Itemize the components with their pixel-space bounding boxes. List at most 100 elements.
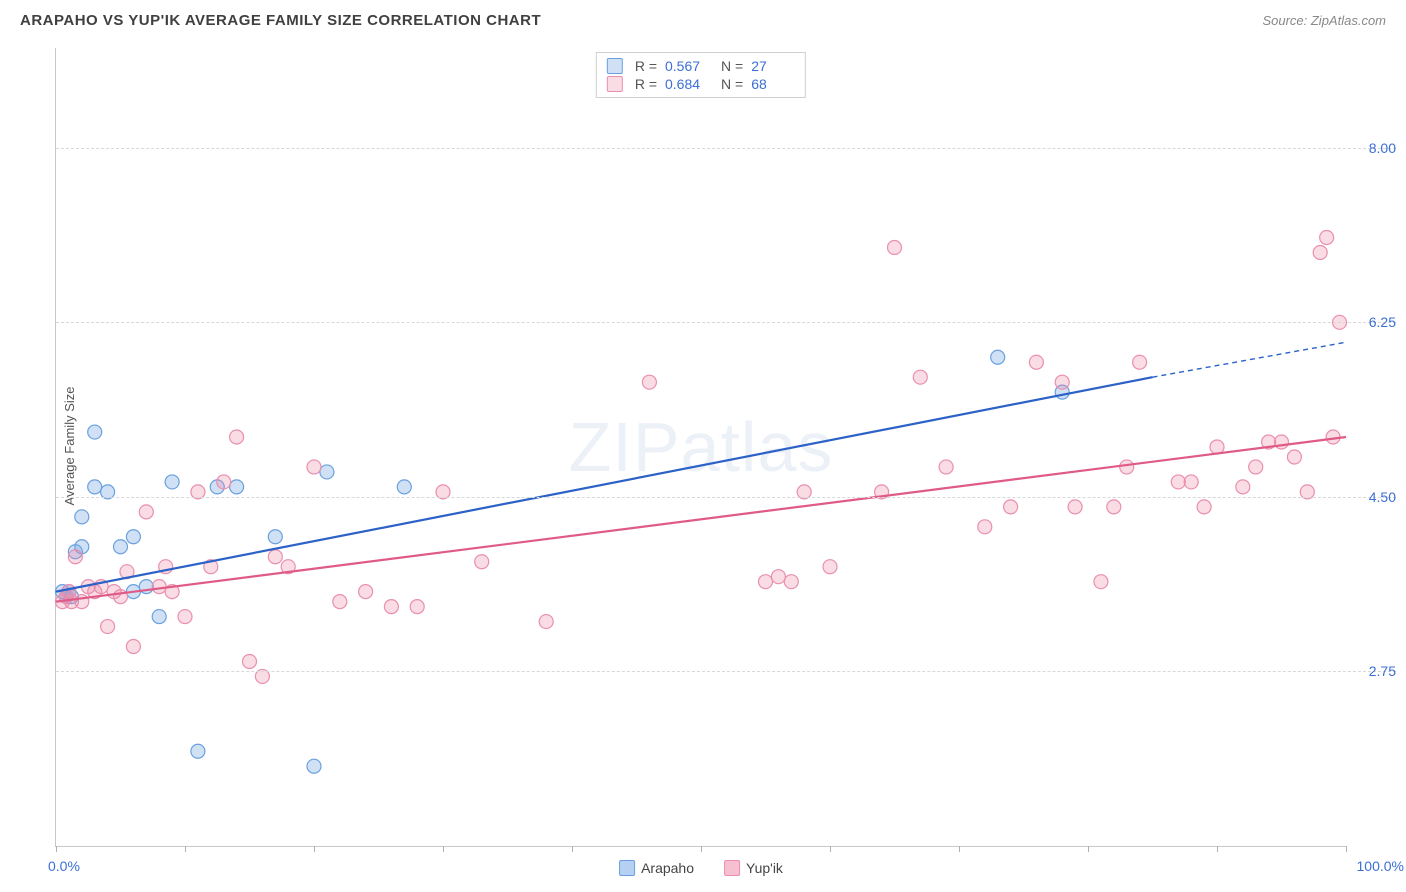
data-point bbox=[1236, 480, 1250, 494]
x-tick bbox=[314, 846, 315, 852]
legend-r-value: 0.684 bbox=[665, 76, 709, 92]
data-point bbox=[307, 460, 321, 474]
data-point bbox=[1068, 500, 1082, 514]
gridline bbox=[56, 148, 1396, 149]
legend-label: Yup'ik bbox=[746, 860, 783, 876]
trend-line-extrapolated bbox=[1153, 342, 1347, 377]
data-point bbox=[126, 530, 140, 544]
legend-stat-row: R = 0.567 N = 27 bbox=[607, 57, 795, 75]
data-point bbox=[88, 480, 102, 494]
x-tick bbox=[959, 846, 960, 852]
data-point bbox=[126, 640, 140, 654]
data-point bbox=[320, 465, 334, 479]
y-tick-label: 4.50 bbox=[1369, 489, 1396, 505]
plot-region: ZIPatlas R =0.567N =27R =0.684N =68 Arap… bbox=[55, 48, 1346, 847]
data-point bbox=[101, 620, 115, 634]
legend-r-label: R = bbox=[635, 76, 657, 92]
data-point bbox=[191, 744, 205, 758]
x-tick bbox=[185, 846, 186, 852]
data-point bbox=[152, 610, 166, 624]
data-point bbox=[784, 575, 798, 589]
x-tick bbox=[56, 846, 57, 852]
data-point bbox=[410, 600, 424, 614]
x-tick bbox=[1088, 846, 1089, 852]
legend-label: Arapaho bbox=[641, 860, 694, 876]
legend-r-value: 0.567 bbox=[665, 58, 709, 74]
data-point bbox=[359, 585, 373, 599]
data-point bbox=[759, 575, 773, 589]
data-point bbox=[1055, 375, 1069, 389]
chart-area: ZIPatlas R =0.567N =27R =0.684N =68 Arap… bbox=[55, 48, 1346, 847]
data-point bbox=[178, 610, 192, 624]
data-point bbox=[1320, 231, 1334, 245]
data-point bbox=[75, 510, 89, 524]
gridline bbox=[56, 322, 1396, 323]
data-point bbox=[1107, 500, 1121, 514]
y-tick-label: 8.00 bbox=[1369, 140, 1396, 156]
data-point bbox=[268, 550, 282, 564]
data-point bbox=[384, 600, 398, 614]
data-point bbox=[475, 555, 489, 569]
legend-n-label: N = bbox=[721, 58, 743, 74]
x-axis-max-label: 100.0% bbox=[1357, 858, 1404, 874]
data-point bbox=[939, 460, 953, 474]
data-point bbox=[165, 475, 179, 489]
legend-r-label: R = bbox=[635, 58, 657, 74]
data-point bbox=[68, 550, 82, 564]
y-tick-label: 2.75 bbox=[1369, 663, 1396, 679]
source-attribution: Source: ZipAtlas.com bbox=[1262, 13, 1386, 28]
legend-item: Arapaho bbox=[619, 860, 694, 876]
data-point bbox=[1197, 500, 1211, 514]
data-point bbox=[1249, 460, 1263, 474]
legend-swatch bbox=[607, 58, 623, 74]
x-axis-min-label: 0.0% bbox=[48, 858, 80, 874]
x-tick bbox=[572, 846, 573, 852]
data-point bbox=[114, 540, 128, 554]
data-point bbox=[1171, 475, 1185, 489]
data-point bbox=[230, 480, 244, 494]
data-point bbox=[397, 480, 411, 494]
chart-title: ARAPAHO VS YUP'IK AVERAGE FAMILY SIZE CO… bbox=[20, 12, 541, 29]
gridline bbox=[56, 497, 1396, 498]
legend-item: Yup'ik bbox=[724, 860, 783, 876]
legend-swatch bbox=[724, 860, 740, 876]
x-tick bbox=[830, 846, 831, 852]
legend-n-label: N = bbox=[721, 76, 743, 92]
data-point bbox=[913, 370, 927, 384]
data-point bbox=[1184, 475, 1198, 489]
data-point bbox=[991, 350, 1005, 364]
data-point bbox=[217, 475, 231, 489]
data-point bbox=[771, 570, 785, 584]
data-point bbox=[978, 520, 992, 534]
stats-legend: R = 0.567 N = 27 R = 0.684 N = 68 bbox=[596, 52, 806, 98]
legend-swatch bbox=[607, 76, 623, 92]
legend-stat-row: R = 0.684 N = 68 bbox=[607, 75, 795, 93]
data-point bbox=[268, 530, 282, 544]
legend-swatch bbox=[619, 860, 635, 876]
x-tick bbox=[443, 846, 444, 852]
legend-n-value: 27 bbox=[751, 58, 795, 74]
data-point bbox=[823, 560, 837, 574]
gridline bbox=[56, 671, 1396, 672]
data-point bbox=[1133, 355, 1147, 369]
data-point bbox=[1120, 460, 1134, 474]
data-point bbox=[642, 375, 656, 389]
data-point bbox=[152, 580, 166, 594]
x-tick bbox=[1346, 846, 1347, 852]
x-tick bbox=[1217, 846, 1218, 852]
scatter-svg bbox=[56, 48, 1346, 846]
series-legend: Arapaho Yup'ik bbox=[619, 860, 783, 876]
data-point bbox=[1287, 450, 1301, 464]
data-point bbox=[243, 654, 257, 668]
data-point bbox=[539, 615, 553, 629]
data-point bbox=[1313, 245, 1327, 259]
data-point bbox=[888, 241, 902, 255]
trend-line bbox=[56, 437, 1346, 602]
data-point bbox=[1094, 575, 1108, 589]
data-point bbox=[88, 425, 102, 439]
legend-n-value: 68 bbox=[751, 76, 795, 92]
x-tick bbox=[701, 846, 702, 852]
data-point bbox=[230, 430, 244, 444]
data-point bbox=[333, 595, 347, 609]
data-point bbox=[1004, 500, 1018, 514]
